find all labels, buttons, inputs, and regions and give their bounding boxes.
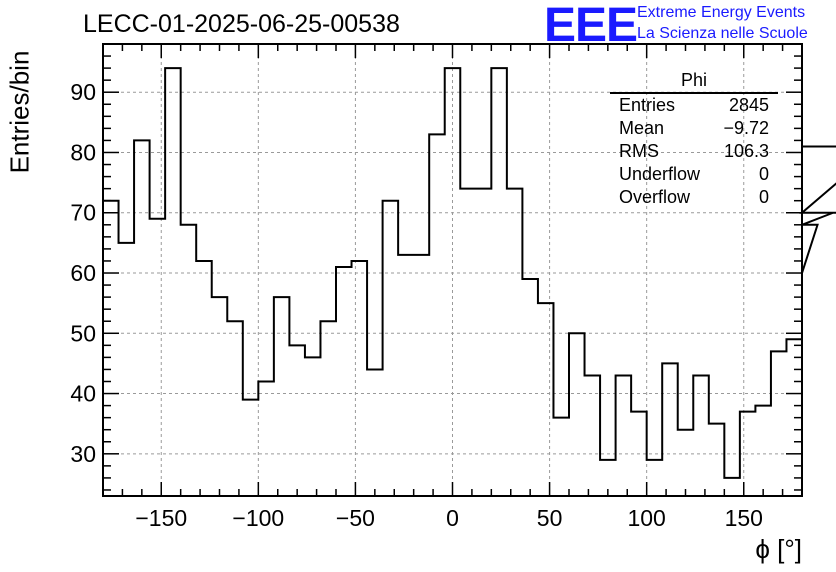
x-tick-label: −150 [135,505,187,531]
stats-label: Overflow [619,187,691,207]
stats-row-mean: Mean −9.72 [610,117,778,140]
x-tick-label: −50 [336,505,375,531]
stats-value: 0 [758,164,769,184]
y-tick-label: 50 [70,320,96,346]
stats-label: Underflow [619,164,701,184]
stats-row-overflow: Overflow 0 [610,186,778,209]
logo-text-line1: Extreme Energy Events [637,4,806,21]
stats-box: Phi Entries 2845 Mean −9.72 RMS 106.3 Un… [610,68,778,209]
x-axis-label: ϕ [°] [755,534,802,564]
x-tick-label: 0 [446,505,459,531]
stats-label: Mean [619,118,665,138]
stats-value: 0 [758,187,769,207]
y-tick-label: 70 [70,200,96,226]
y-tick-label: 30 [70,441,96,467]
stats-label: Entries [619,95,676,115]
x-tick-label: 100 [627,505,665,531]
x-tick-label: 50 [537,505,563,531]
stats-label: RMS [619,141,659,161]
eee-logo: EEE [544,0,638,52]
grid-lines [103,44,802,496]
stats-value: 106.3 [723,141,769,161]
stats-row-underflow: Underflow 0 [610,163,778,186]
y-tick-label: 80 [70,139,96,165]
y-tick-label: 90 [70,79,96,105]
x-tick-label: −100 [232,505,284,531]
stats-row-entries: Entries 2845 [610,94,778,117]
chart-title: LECC-01-2025-06-25-00538 [83,10,400,38]
y-tick-label: 40 [70,381,96,407]
axis-ticks [102,43,803,496]
stats-row-rms: RMS 106.3 [610,140,778,163]
x-tick-labels: −150 −100 −50 0 50 100 150 [135,505,763,531]
stats-value: 2845 [728,95,769,115]
stats-title: Phi [610,68,778,94]
stats-value: −9.72 [723,118,769,138]
logo-text-line2: La Scienza nelle Scuole [637,25,808,42]
y-tick-label: 60 [70,260,96,286]
histogram-line [103,67,836,479]
x-tick-label: 150 [725,505,763,531]
y-axis-label: Entries/bin [4,50,35,174]
y-tick-labels: 30 40 50 60 70 80 90 [70,79,96,467]
